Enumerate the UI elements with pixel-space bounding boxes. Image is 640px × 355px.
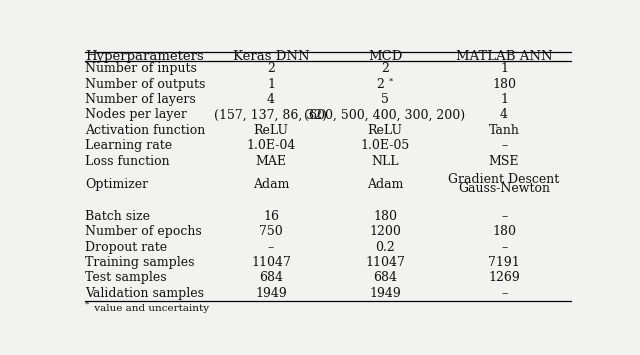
Text: 180: 180 [373, 210, 397, 223]
Text: Keras DNN: Keras DNN [233, 50, 309, 63]
Text: Hyperparameters: Hyperparameters [85, 50, 204, 63]
Text: 684: 684 [373, 271, 397, 284]
Text: Number of inputs: Number of inputs [85, 62, 197, 75]
Text: –: – [501, 241, 508, 253]
Text: –: – [501, 210, 508, 223]
Text: 750: 750 [259, 225, 283, 238]
Text: 1.0E-05: 1.0E-05 [360, 139, 410, 152]
Text: Number of epochs: Number of epochs [85, 225, 202, 238]
Text: 5: 5 [381, 93, 389, 106]
Text: 1949: 1949 [255, 287, 287, 300]
Text: Activation function: Activation function [85, 124, 205, 137]
Text: Number of layers: Number of layers [85, 93, 196, 106]
Text: Optimizer: Optimizer [85, 178, 148, 191]
Text: MSE: MSE [489, 154, 519, 168]
Text: *: * [85, 301, 89, 309]
Text: Tanh: Tanh [489, 124, 520, 137]
Text: (157, 137, 86, 32): (157, 137, 86, 32) [214, 109, 328, 121]
Text: NLL: NLL [371, 154, 399, 168]
Text: Number of outputs: Number of outputs [85, 78, 205, 91]
Text: ReLU: ReLU [367, 124, 403, 137]
Text: ReLU: ReLU [253, 124, 289, 137]
Text: 16: 16 [263, 210, 279, 223]
Text: 0.2: 0.2 [375, 241, 395, 253]
Text: 684: 684 [259, 271, 283, 284]
Text: Validation samples: Validation samples [85, 287, 204, 300]
Text: Nodes per layer: Nodes per layer [85, 109, 187, 121]
Text: 2: 2 [267, 62, 275, 75]
Text: 1.0E-04: 1.0E-04 [246, 139, 296, 152]
Text: 11047: 11047 [251, 256, 291, 269]
Text: (600, 500, 400, 300, 200): (600, 500, 400, 300, 200) [305, 109, 466, 121]
Text: value and uncertainty: value and uncertainty [91, 304, 209, 313]
Text: 1: 1 [500, 93, 508, 106]
Text: 1200: 1200 [369, 225, 401, 238]
Text: Batch size: Batch size [85, 210, 150, 223]
Text: Adam: Adam [367, 178, 403, 191]
Text: Adam: Adam [253, 178, 289, 191]
Text: Gauss-Newton: Gauss-Newton [458, 182, 550, 195]
Text: MCD: MCD [368, 50, 402, 63]
Text: Learning rate: Learning rate [85, 139, 172, 152]
Text: 180: 180 [492, 78, 516, 91]
Text: 11047: 11047 [365, 256, 405, 269]
Text: Training samples: Training samples [85, 256, 195, 269]
Text: MATLAB ANN: MATLAB ANN [456, 50, 552, 63]
Text: 1: 1 [267, 78, 275, 91]
Text: 1949: 1949 [369, 287, 401, 300]
Text: *: * [389, 77, 393, 86]
Text: –: – [501, 139, 508, 152]
Text: 4: 4 [267, 93, 275, 106]
Text: 2: 2 [376, 78, 384, 91]
Text: –: – [268, 241, 274, 253]
Text: 180: 180 [492, 225, 516, 238]
Text: Dropout rate: Dropout rate [85, 241, 167, 253]
Text: Gradient Descent: Gradient Descent [449, 173, 560, 186]
Text: Test samples: Test samples [85, 271, 166, 284]
Text: 2: 2 [381, 62, 389, 75]
Text: 4: 4 [500, 109, 508, 121]
Text: 1: 1 [500, 62, 508, 75]
Text: 7191: 7191 [488, 256, 520, 269]
Text: 1269: 1269 [488, 271, 520, 284]
Text: MAE: MAE [255, 154, 287, 168]
Text: Loss function: Loss function [85, 154, 170, 168]
Text: –: – [501, 287, 508, 300]
